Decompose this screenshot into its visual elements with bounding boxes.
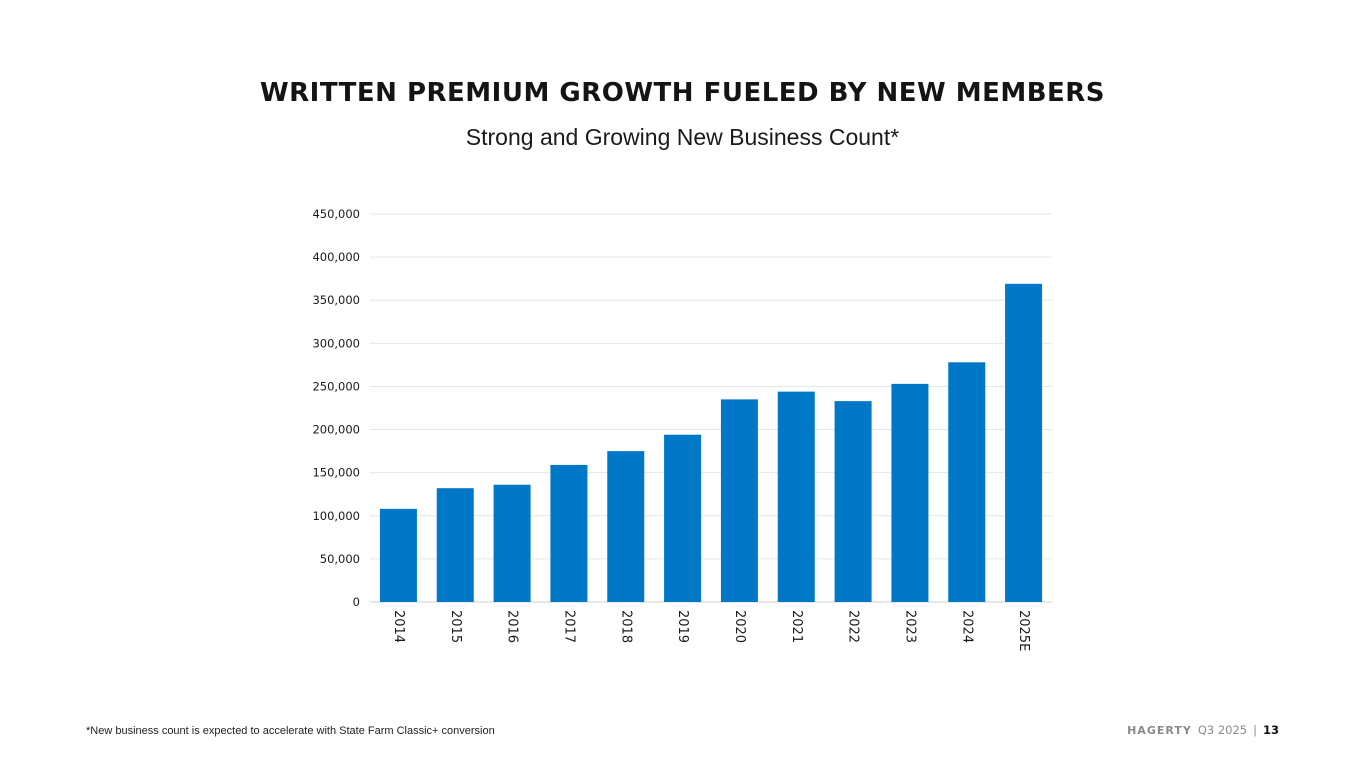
bar-2024: [948, 362, 986, 602]
bar-2015: [436, 488, 474, 602]
x-tick-label: 2019: [675, 610, 690, 643]
y-tick-label: 250,000: [312, 379, 360, 393]
bar-2019: [664, 434, 702, 602]
x-tick-label: 2022: [846, 610, 861, 643]
brand-logo: HAGERTY: [1127, 723, 1192, 737]
bar-2016: [493, 484, 531, 602]
x-tick-label: 2014: [391, 610, 406, 643]
bar-2020: [720, 399, 758, 602]
x-tick-label: 2015: [448, 610, 463, 643]
y-tick-label: 150,000: [312, 466, 360, 480]
x-tick-label: 2024: [959, 610, 974, 643]
x-tick-label: 2017: [561, 610, 576, 643]
y-tick-label: 200,000: [312, 423, 360, 437]
footnote: *New business count is expected to accel…: [86, 725, 495, 737]
x-tick-label: 2020: [732, 610, 747, 643]
x-tick-label: 2025E: [1016, 610, 1031, 651]
bar-2017: [550, 464, 588, 602]
bar-2022: [834, 401, 872, 602]
chart-subtitle: Strong and Growing New Business Count*: [465, 124, 900, 150]
bar-2018: [607, 451, 645, 602]
y-tick-label: 0: [353, 595, 360, 609]
x-tick-label: 2016: [505, 610, 520, 643]
footer-separator: |: [1253, 723, 1257, 737]
bars: [379, 283, 1043, 602]
footer: HAGERTY Q3 2025 | 13: [1127, 723, 1279, 737]
gridlines: [370, 213, 1052, 603]
y-tick-label: 400,000: [312, 250, 360, 264]
bar-2021: [777, 391, 815, 602]
x-tick-label: 2021: [789, 610, 804, 643]
bar-2014: [379, 508, 417, 602]
y-tick-label: 350,000: [312, 293, 360, 307]
bar-2025E: [1005, 283, 1043, 602]
bar-2023: [891, 383, 929, 602]
y-tick-label: 300,000: [312, 336, 360, 350]
x-tick-label: 2023: [902, 610, 917, 643]
slide-title: WRITTEN PREMIUM GROWTH FUELED BY NEW MEM…: [259, 78, 1106, 108]
x-axis-ticks: 2014 2015 2016 2017 2018 2019 2020 2021 2022 2023…: [391, 610, 1031, 651]
y-tick-label: 100,000: [312, 509, 360, 523]
y-tick-label: 50,000: [320, 552, 360, 566]
y-axis-ticks: 0 50,000 100,000 150,000 200,000 250,000 300,0…: [312, 207, 360, 609]
footer-quarter: Q3 2025: [1197, 723, 1248, 737]
x-tick-label: 2018: [618, 610, 633, 643]
y-tick-label: 450,000: [312, 207, 360, 221]
page-number: 13: [1262, 723, 1279, 737]
